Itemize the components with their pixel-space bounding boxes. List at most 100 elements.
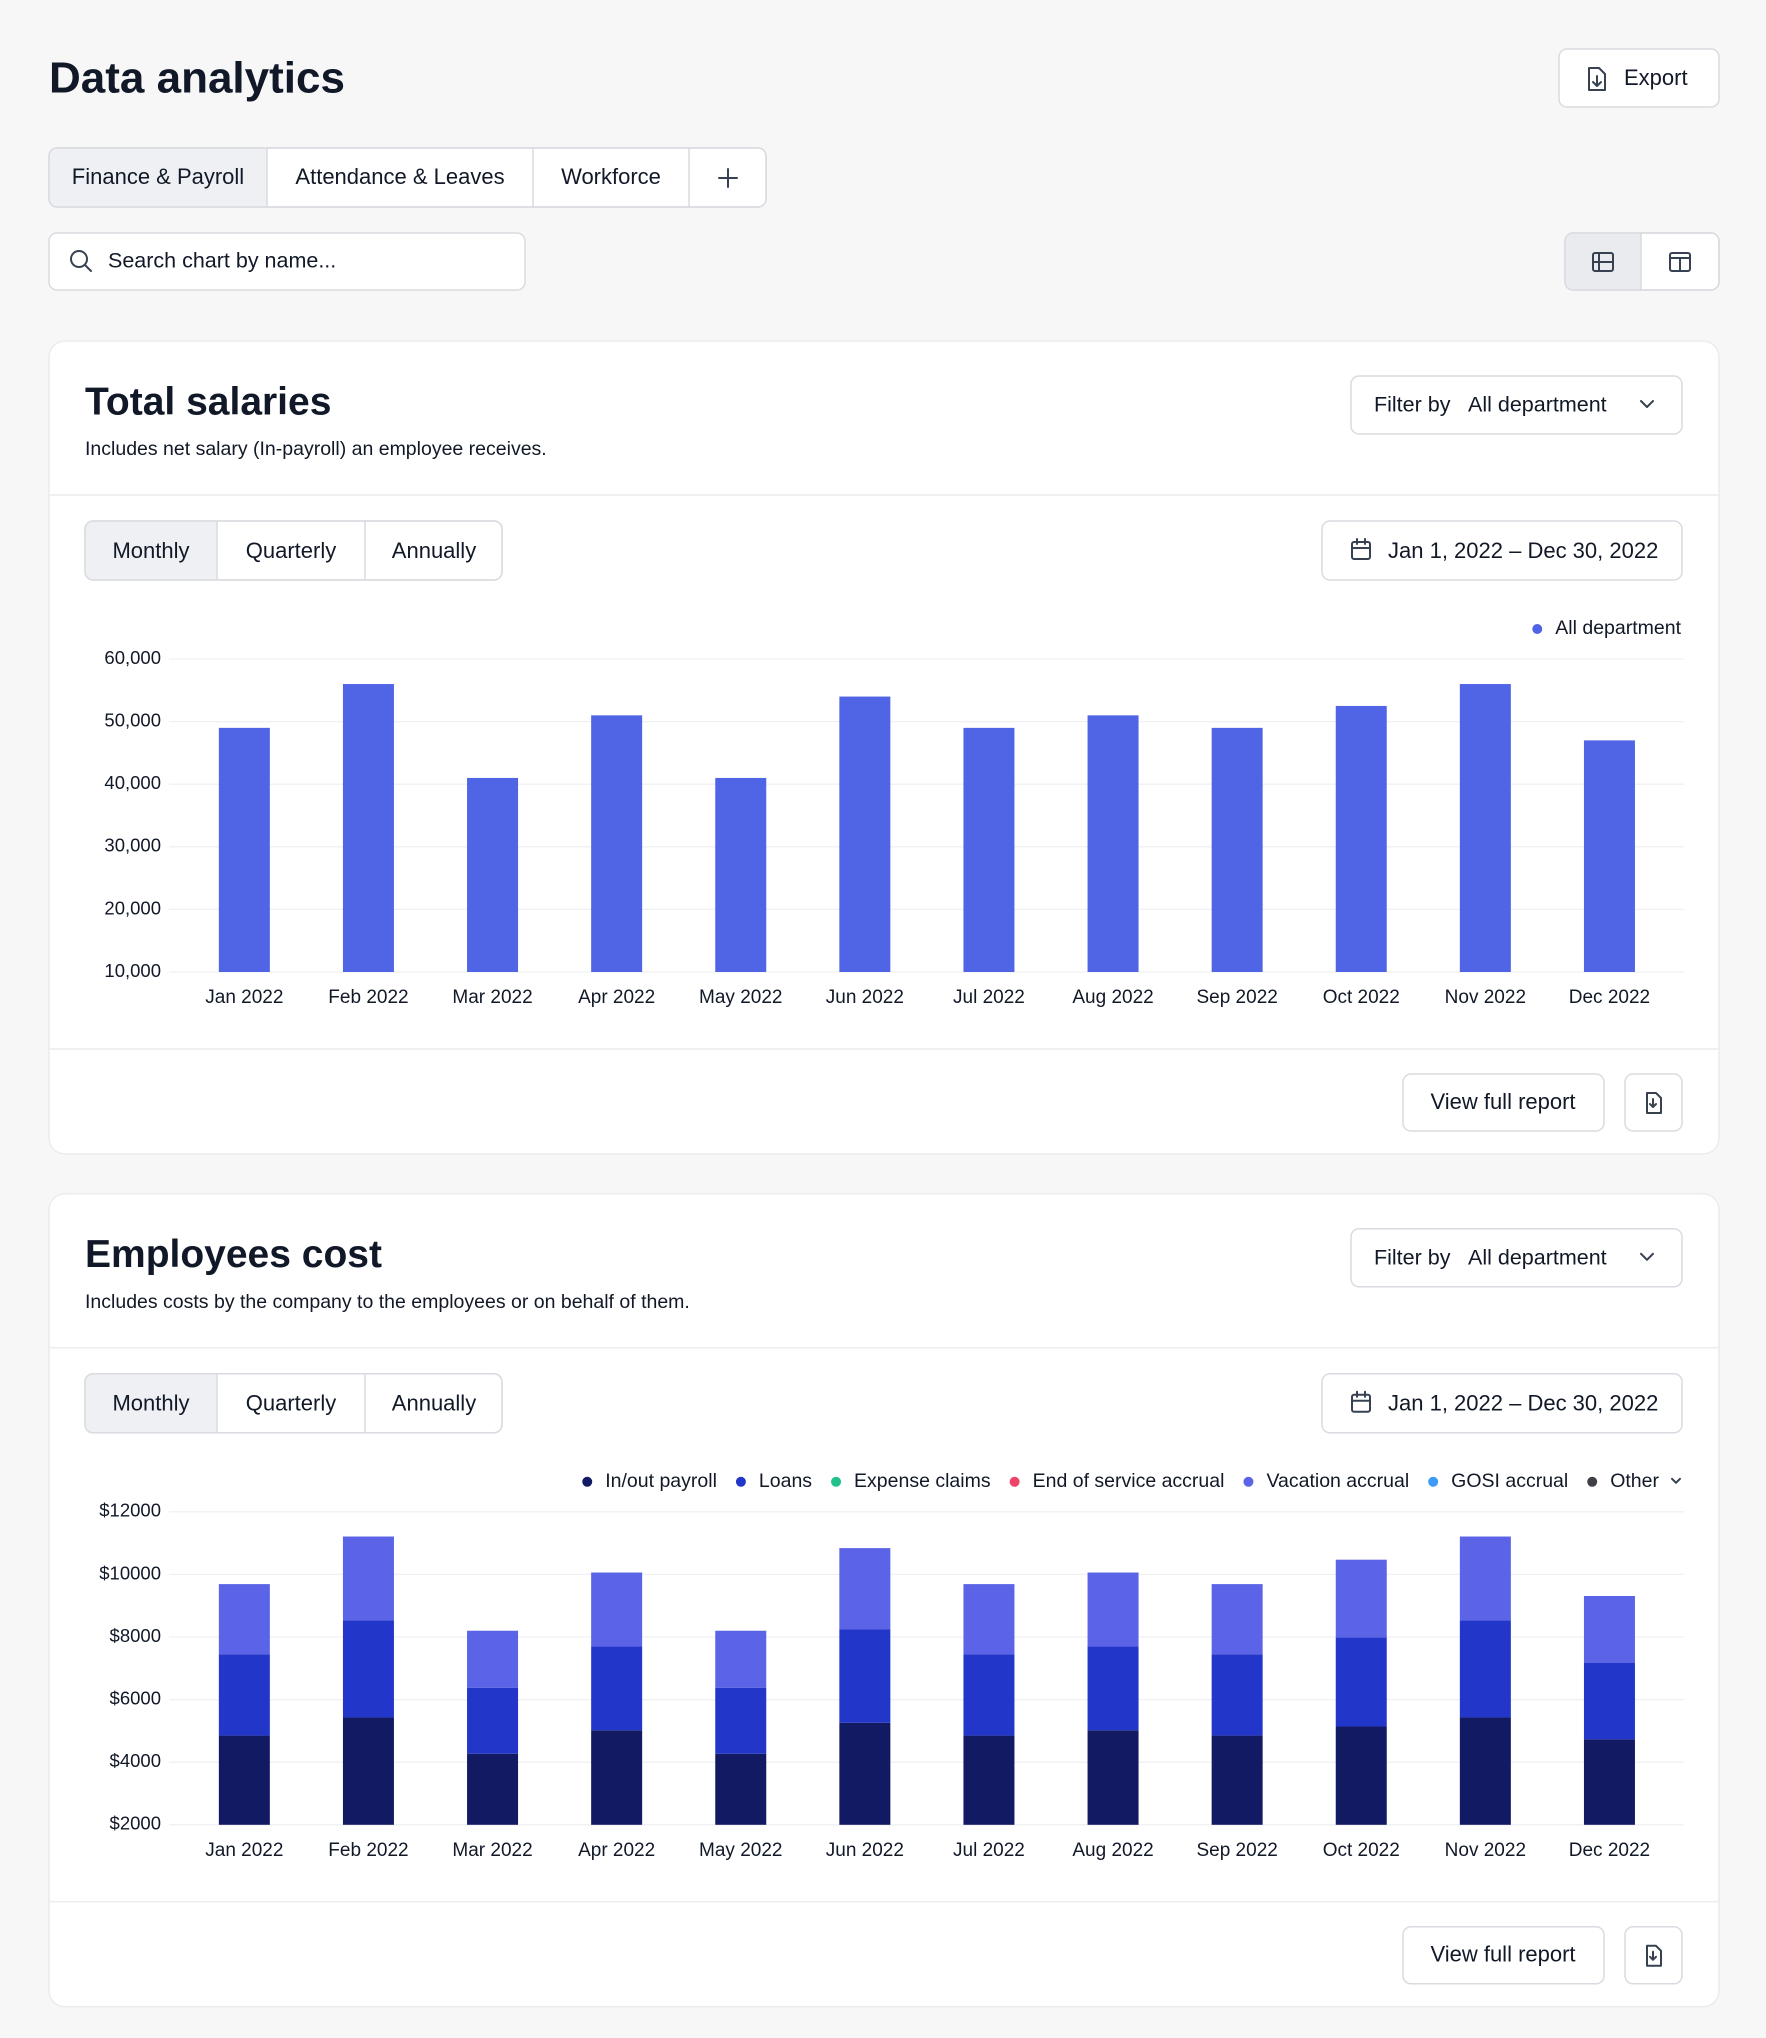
legend-swatch [735, 1476, 746, 1487]
bar [715, 1630, 767, 1688]
x-tick-label: Jun 2022 [826, 1840, 904, 1861]
bar [1335, 1637, 1387, 1727]
card-subtitle: Includes net salary (In-payroll) an empl… [85, 438, 547, 460]
period-option[interactable]: Monthly [112, 538, 189, 563]
download-icon [1646, 1944, 1662, 1967]
bar [342, 1536, 394, 1621]
x-tick-label: Jul 2022 [953, 1840, 1025, 1861]
add-tab[interactable] [718, 168, 738, 188]
bar [839, 1548, 891, 1630]
bar [1583, 1595, 1635, 1663]
legend-label: Vacation accrual [1266, 1470, 1409, 1492]
legend-label: Expense claims [854, 1470, 991, 1492]
date-range: Jan 1, 2022 – Dec 30, 2022 [1388, 1391, 1658, 1416]
view-report-button[interactable] [1402, 1926, 1605, 1985]
bar [218, 1735, 270, 1825]
y-tick-label: 50,000 [104, 709, 161, 730]
bar [342, 1717, 394, 1825]
x-tick-label: Sep 2022 [1196, 987, 1277, 1008]
period-option[interactable]: Quarterly [246, 538, 336, 563]
y-tick-label: $2000 [110, 1813, 161, 1834]
bar [963, 1654, 1015, 1736]
view-report-button[interactable] [1402, 1073, 1605, 1132]
bar [342, 1620, 394, 1718]
page-title: Data analytics [49, 54, 345, 103]
export-label: Export [1624, 65, 1688, 90]
x-tick-label: Apr 2022 [578, 987, 655, 1008]
legend-swatch [1587, 1476, 1598, 1487]
search-placeholder: Search chart by name... [108, 249, 336, 273]
bar [715, 1753, 767, 1825]
bar [467, 777, 519, 972]
x-tick-label: Sep 2022 [1196, 1840, 1277, 1861]
y-tick-label: $6000 [110, 1687, 161, 1708]
bar [839, 1722, 891, 1825]
card-subtitle: Includes costs by the company to the emp… [85, 1291, 690, 1313]
calendar-icon [1351, 1393, 1371, 1413]
y-tick-label: $10000 [99, 1562, 161, 1583]
x-tick-label: May 2022 [699, 987, 782, 1008]
period-option[interactable]: Monthly [112, 1391, 189, 1416]
period-option[interactable]: Quarterly [246, 1391, 336, 1416]
y-tick-label: 20,000 [104, 897, 161, 918]
tab[interactable]: Workforce [561, 164, 661, 189]
calendar-icon [1351, 541, 1371, 560]
x-tick-label: Apr 2022 [578, 1840, 655, 1861]
legend-swatch [831, 1476, 842, 1487]
y-tick-label: 10,000 [104, 960, 161, 981]
period-active [85, 1373, 217, 1433]
bar [218, 1654, 270, 1736]
tab[interactable]: Attendance & Leaves [295, 164, 504, 189]
x-tick-label: Dec 2022 [1569, 987, 1650, 1008]
legend-label: Loans [759, 1470, 812, 1492]
y-tick-label: 60,000 [104, 647, 161, 668]
filter-dropdown[interactable] [1350, 1228, 1683, 1288]
legend-label: Other [1610, 1470, 1659, 1492]
legend-swatch [1243, 1476, 1254, 1487]
legend-swatch [582, 1476, 593, 1487]
y-tick-label: $4000 [110, 1750, 161, 1771]
x-tick-label: Dec 2022 [1569, 1840, 1650, 1861]
x-tick-label: Oct 2022 [1323, 987, 1400, 1008]
period-option[interactable]: Annually [392, 1391, 476, 1416]
bar [1583, 740, 1635, 972]
bar [1459, 684, 1511, 972]
export-icon [1588, 67, 1606, 91]
date-picker[interactable] [1321, 520, 1683, 581]
legend-more[interactable] [1671, 1477, 1681, 1484]
x-tick-label: Mar 2022 [452, 1840, 532, 1861]
x-tick-label: Jan 2022 [205, 1840, 283, 1861]
x-tick-label: Feb 2022 [328, 987, 408, 1008]
search-box[interactable]: Search chart by name... [48, 232, 526, 291]
x-tick-label: Jan 2022 [205, 987, 283, 1008]
tab[interactable]: Finance & Payroll [72, 164, 244, 189]
date-range: Jan 1, 2022 – Dec 30, 2022 [1388, 538, 1658, 563]
legend-label: In/out payroll [605, 1470, 717, 1492]
legend-swatch [1428, 1476, 1439, 1487]
view-toggle[interactable] [1564, 232, 1720, 291]
period-border [84, 520, 503, 581]
bar [1211, 1735, 1263, 1825]
legend-label: End of service accrual [1033, 1470, 1225, 1492]
bar [1459, 1536, 1511, 1621]
y-tick-label: $12000 [99, 1500, 161, 1521]
bar [591, 1572, 643, 1647]
export-button[interactable]: Export [1558, 48, 1720, 108]
x-tick-label: Feb 2022 [328, 1840, 408, 1861]
card-title: Employees cost [85, 1233, 382, 1276]
x-tick-label: Nov 2022 [1445, 987, 1526, 1008]
filter-value: All department [1468, 393, 1607, 417]
date-picker[interactable] [1321, 1373, 1683, 1434]
bar [1087, 715, 1139, 972]
filter-label: Filter by [1374, 1245, 1451, 1269]
legend-label: All department [1555, 617, 1681, 639]
card-title: Total salaries [85, 380, 331, 423]
calendar-icon [1351, 1390, 1371, 1402]
bar [1087, 1646, 1139, 1731]
period-option[interactable]: Annually [392, 538, 476, 563]
filter-dropdown[interactable] [1350, 375, 1683, 435]
bar [218, 727, 270, 972]
legend-label: GOSI accrual [1451, 1470, 1568, 1492]
y-tick-label: 30,000 [104, 835, 161, 856]
